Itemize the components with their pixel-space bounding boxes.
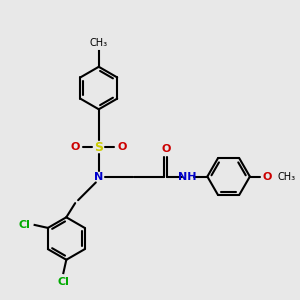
Text: CH₃: CH₃ bbox=[90, 38, 108, 49]
Text: O: O bbox=[161, 143, 170, 154]
Text: O: O bbox=[70, 142, 80, 152]
Text: Cl: Cl bbox=[19, 220, 31, 230]
Text: O: O bbox=[118, 142, 127, 152]
Text: O: O bbox=[262, 172, 272, 182]
Text: N: N bbox=[94, 172, 104, 182]
Text: NH: NH bbox=[178, 172, 196, 182]
Text: Cl: Cl bbox=[57, 277, 69, 287]
Text: S: S bbox=[94, 140, 103, 154]
Text: CH₃: CH₃ bbox=[277, 172, 295, 182]
